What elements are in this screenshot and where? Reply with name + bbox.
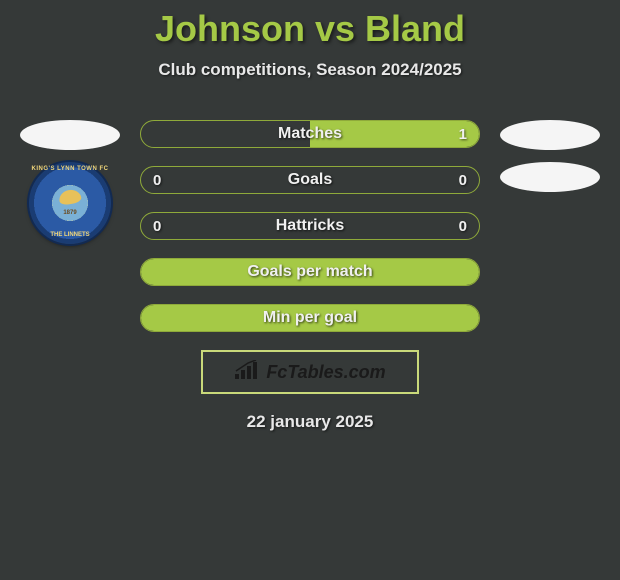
stat-row: 0 Goals 0 <box>140 166 480 194</box>
badge-bottom-text: THE LINNETS <box>29 232 111 238</box>
stat-row: 0 Hattricks 0 <box>140 212 480 240</box>
brand-box[interactable]: FcTables.com <box>201 350 419 394</box>
stat-row: Min per goal <box>140 304 480 332</box>
stat-value-left: 0 <box>153 172 161 189</box>
right-club-placeholder <box>500 162 600 192</box>
page-title: Johnson vs Bland <box>0 8 620 50</box>
left-column: KING'S LYNN TOWN FC 1879 THE LINNETS <box>20 120 120 244</box>
stat-row: Goals per match <box>140 258 480 286</box>
comparison-widget: Johnson vs Bland Club competitions, Seas… <box>0 0 620 432</box>
badge-top-text: KING'S LYNN TOWN FC <box>29 166 111 172</box>
stat-value-left: 0 <box>153 218 161 235</box>
left-club-badge: KING'S LYNN TOWN FC 1879 THE LINNETS <box>29 162 111 244</box>
stat-label: Hattricks <box>276 217 344 235</box>
stat-label: Goals <box>288 171 332 189</box>
subtitle: Club competitions, Season 2024/2025 <box>0 60 620 80</box>
left-player-placeholder <box>20 120 120 150</box>
stat-value-right: 0 <box>459 218 467 235</box>
comparison-area: KING'S LYNN TOWN FC 1879 THE LINNETS Mat… <box>0 120 620 332</box>
date-text: 22 january 2025 <box>0 412 620 432</box>
stat-value-right: 1 <box>459 126 467 143</box>
right-player-placeholder <box>500 120 600 150</box>
brand-text: FcTables.com <box>266 362 385 383</box>
badge-year: 1879 <box>29 210 111 216</box>
stat-label: Min per goal <box>263 309 357 327</box>
stat-value-right: 0 <box>459 172 467 189</box>
chart-icon <box>234 360 260 385</box>
stat-row: Matches 1 <box>140 120 480 148</box>
stats-column: Matches 1 0 Goals 0 0 Hattricks 0 Goals per matc… <box>140 120 480 332</box>
right-column <box>500 120 600 192</box>
stat-label: Goals per match <box>247 263 372 281</box>
stat-label: Matches <box>278 125 342 143</box>
